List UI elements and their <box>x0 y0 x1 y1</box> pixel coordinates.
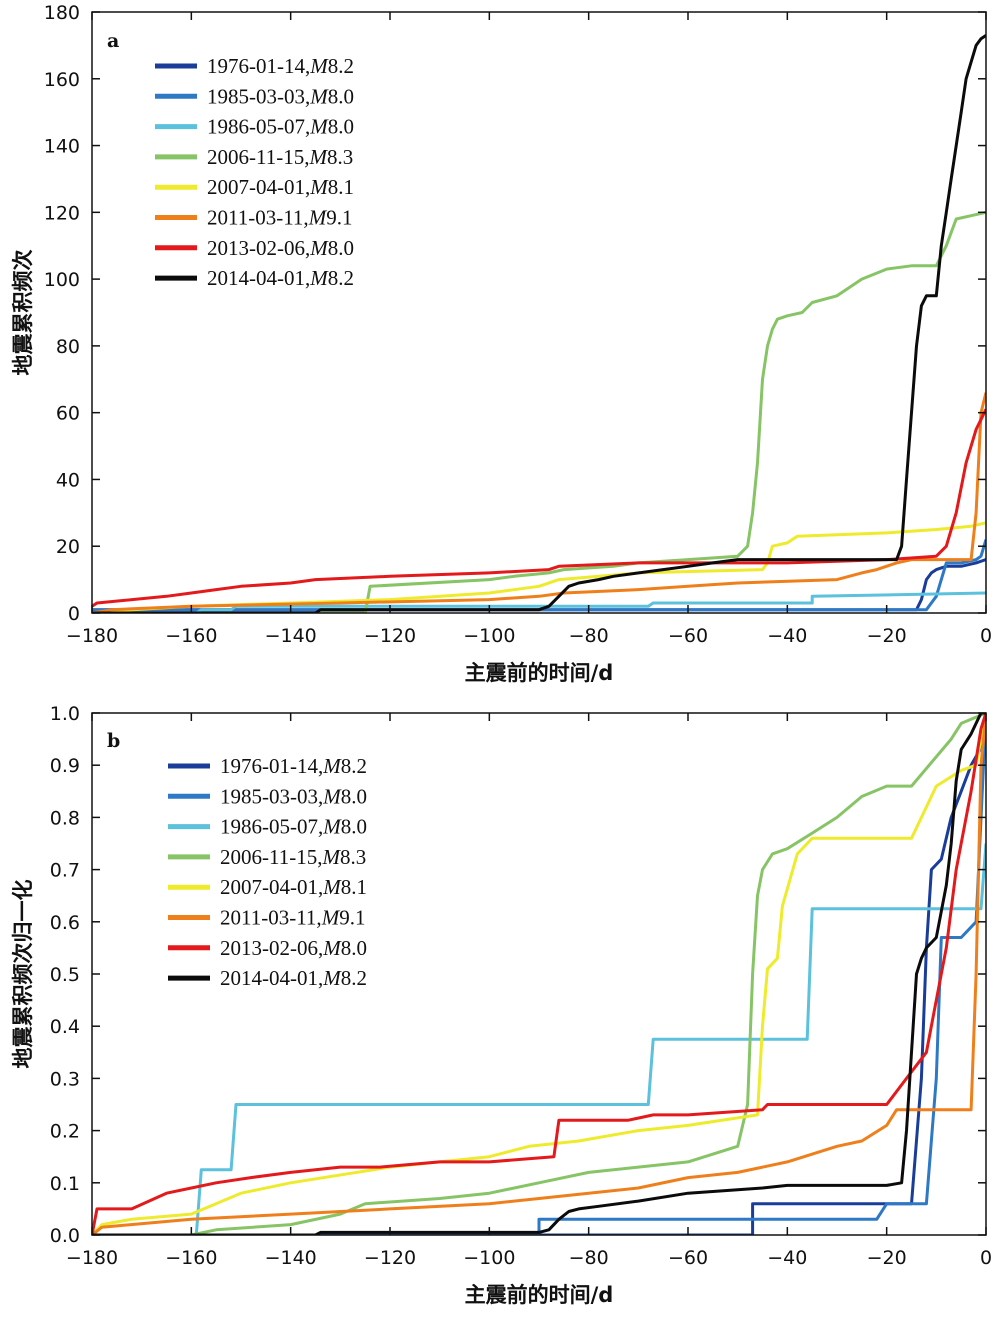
series-line-2006 <box>92 210 986 613</box>
series-line-1986 <box>92 843 986 1235</box>
series-line-2007 <box>92 521 986 613</box>
x-tick-label: −80 <box>569 625 609 647</box>
series-line-1986 <box>92 591 986 613</box>
series-group <box>92 34 986 613</box>
legend-label-1976: 1976-01-14,M8.2 <box>207 54 354 78</box>
y-tick-label: 0.8 <box>50 807 80 829</box>
legend-label-1985: 1985-03-03,M8.0 <box>207 84 354 108</box>
legend-label-2007: 2007-04-01,M8.1 <box>220 875 367 899</box>
y-tick-label: 80 <box>56 336 80 358</box>
x-axis-label: 主震前的时间/d <box>465 661 614 685</box>
y-tick-label: 0.7 <box>50 860 80 882</box>
series-line-2014 <box>92 34 986 613</box>
y-tick-label: 0.2 <box>50 1121 80 1143</box>
series-line-1985 <box>92 539 986 612</box>
panel-label: a <box>107 30 119 52</box>
series-line-2011 <box>92 392 986 613</box>
x-tick-label: −40 <box>767 625 807 647</box>
y-tick-label: 0.0 <box>50 1225 80 1247</box>
x-tick-label: −120 <box>364 1247 416 1269</box>
legend-label-2011: 2011-03-11,M9.1 <box>207 206 352 230</box>
legend-label-1986: 1986-05-07,M8.0 <box>220 815 367 839</box>
plot-frame <box>91 11 987 614</box>
y-tick-label: 180 <box>44 2 80 24</box>
legend: 1976-01-14,M8.2 1985-03-03,M8.0 1986-05-07… <box>155 54 354 290</box>
y-tick-label: 0.5 <box>50 964 80 986</box>
x-tick-label: −160 <box>165 1247 217 1269</box>
y-tick-label: 100 <box>44 269 80 291</box>
series-line-2013 <box>92 408 986 608</box>
legend-label-2014: 2014-04-01,M8.2 <box>220 966 367 990</box>
x-tick-label: −180 <box>66 1247 118 1269</box>
y-tick-label: 1.0 <box>50 703 80 725</box>
panel-label: b <box>107 730 120 752</box>
series-line-2013 <box>92 713 986 1235</box>
series-line-1985 <box>92 713 986 1235</box>
x-tick-label: −60 <box>668 1247 708 1269</box>
legend: 1976-01-14,M8.2 1985-03-03,M8.0 1986-05-07… <box>168 754 367 990</box>
x-tick-label: −160 <box>165 625 217 647</box>
series-group <box>92 713 986 1235</box>
panel-a: −180 −160 −140 −120 −100 −80 −60 −40 −20 0 0 20 40 60… <box>11 2 992 685</box>
y-tick-label: 0 <box>68 603 80 625</box>
y-tick-label: 120 <box>44 202 80 224</box>
x-tick-label: −140 <box>265 1247 317 1269</box>
y-tick-label: 0.6 <box>50 912 80 934</box>
x-tick-label: −180 <box>66 625 118 647</box>
legend-label-1986: 1986-05-07,M8.0 <box>207 115 354 139</box>
series-line-2007 <box>92 713 986 1235</box>
series-line-2014 <box>92 713 986 1235</box>
x-tick-label: −100 <box>463 1247 515 1269</box>
y-tick-label: 0.9 <box>50 755 80 777</box>
y-tick-label: 0.4 <box>50 1016 80 1038</box>
legend-label-1976: 1976-01-14,M8.2 <box>220 754 367 778</box>
x-tick-label: 0 <box>980 1247 992 1269</box>
y-tick-label: 20 <box>56 536 80 558</box>
x-tick-label: −100 <box>463 625 515 647</box>
x-tick-label: −20 <box>867 625 907 647</box>
legend-label-1985: 1985-03-03,M8.0 <box>220 784 367 808</box>
x-tick-label: −120 <box>364 625 416 647</box>
legend-label-2006: 2006-11-15,M8.3 <box>220 845 366 869</box>
y-tick-label: 140 <box>44 136 80 158</box>
panel-b: −180 −160 −140 −120 −100 −80 −60 −40 −20 0 0.0 0.1 0… <box>11 703 992 1307</box>
y-tick-label: 60 <box>56 403 80 425</box>
legend-label-2011: 2011-03-11,M9.1 <box>220 906 365 930</box>
y-tick-label: 0.3 <box>50 1068 80 1090</box>
legend-label-2013: 2013-02-06,M8.0 <box>207 236 354 260</box>
series-line-2011 <box>92 713 986 1235</box>
series-line-1976 <box>92 558 986 612</box>
x-tick-label: −20 <box>867 1247 907 1269</box>
x-tick-label: −40 <box>767 1247 807 1269</box>
x-axis-label: 主震前的时间/d <box>465 1283 614 1307</box>
legend-label-2006: 2006-11-15,M8.3 <box>207 145 353 169</box>
y-tick-label: 0.1 <box>50 1173 80 1195</box>
x-tick-label: 0 <box>980 625 992 647</box>
legend-label-2007: 2007-04-01,M8.1 <box>207 175 354 199</box>
x-tick-label: −60 <box>668 625 708 647</box>
y-tick-label: 40 <box>56 469 80 491</box>
x-tick-label: −80 <box>569 1247 609 1269</box>
x-tick-label: −140 <box>265 625 317 647</box>
y-axis-label: 地震累积频次归一化 <box>11 880 35 1069</box>
legend-label-2014: 2014-04-01,M8.2 <box>207 266 354 290</box>
y-axis-label: 地震累积频次 <box>11 250 35 376</box>
y-tick-label: 160 <box>44 69 80 91</box>
legend-label-2013: 2013-02-06,M8.0 <box>220 936 367 960</box>
